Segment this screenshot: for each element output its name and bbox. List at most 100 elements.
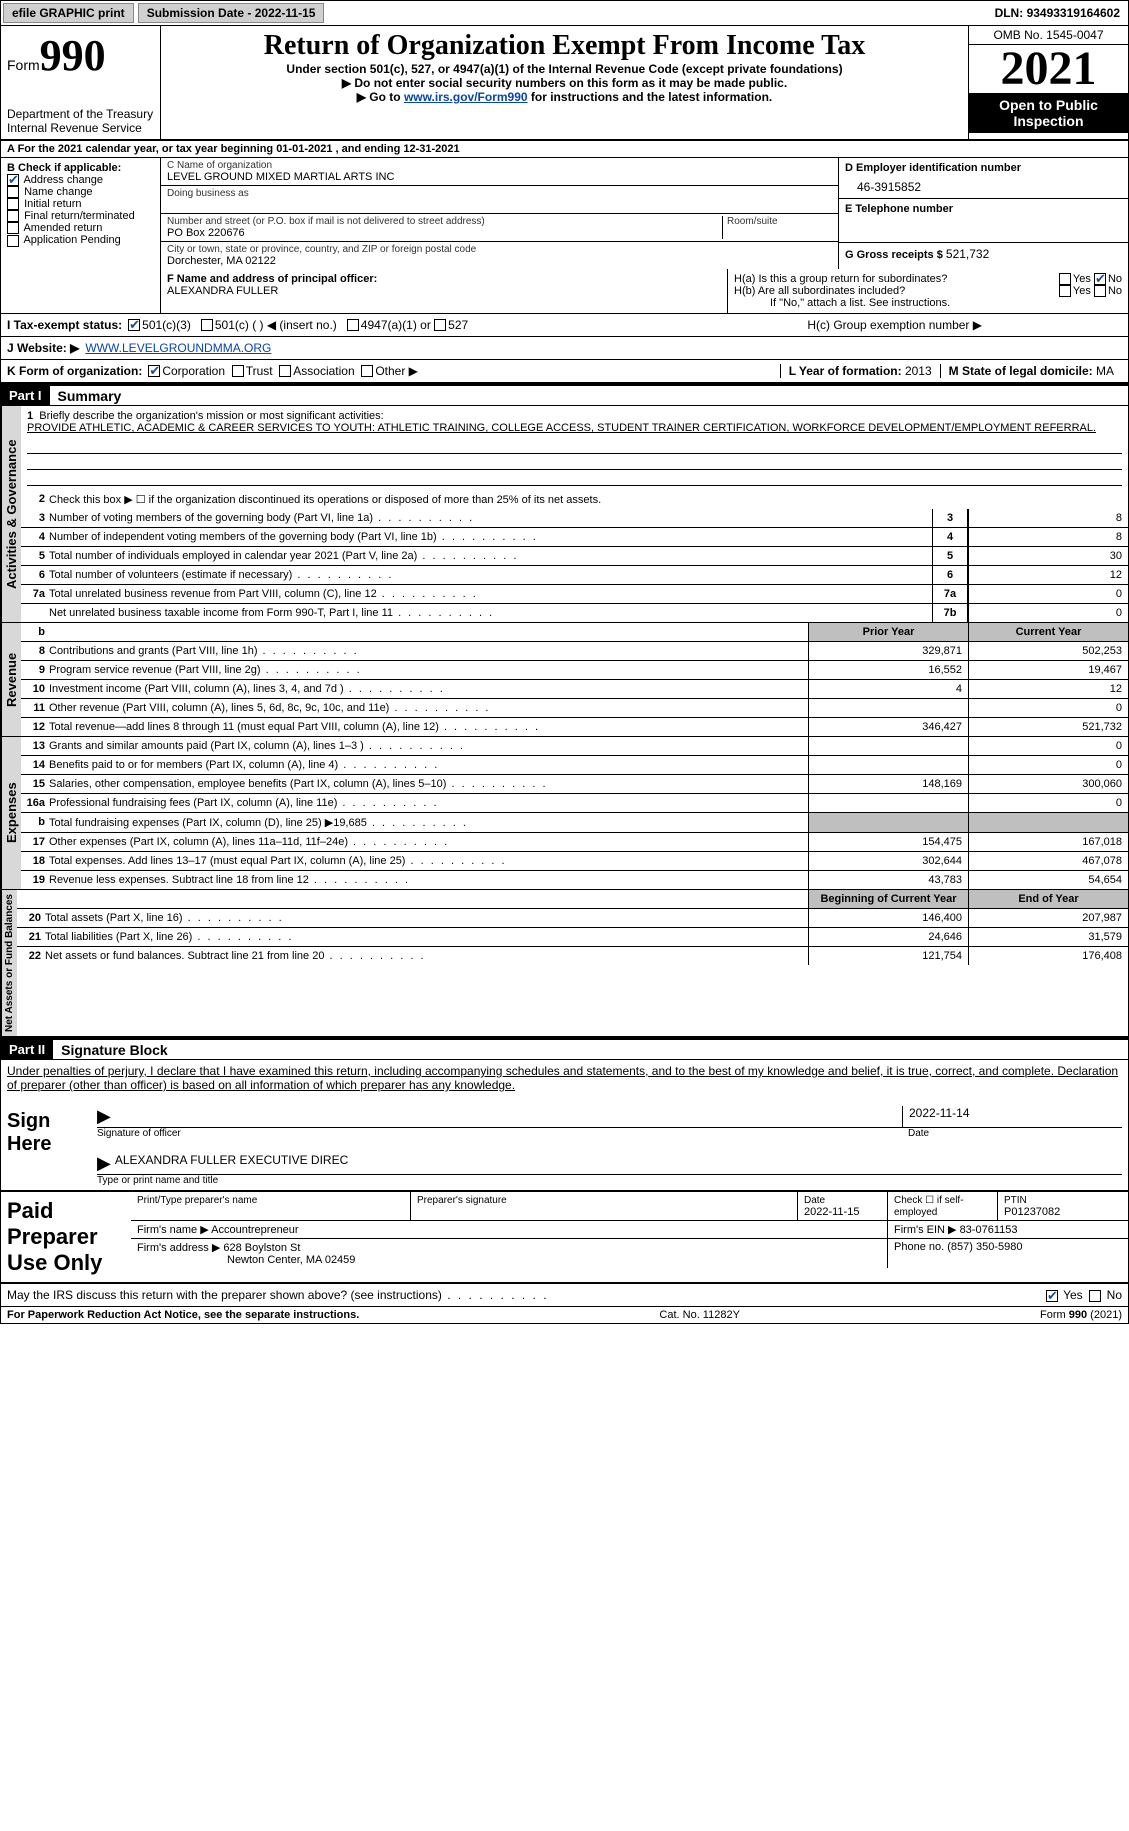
b-label-1: Name change [24, 186, 93, 198]
cat-no: Cat. No. 11282Y [659, 1309, 740, 1321]
line-21-text: Total liabilities (Part X, line 26) [45, 931, 192, 943]
line-15-prior: 148,169 [808, 775, 968, 793]
opt-corp: Corporation [162, 364, 225, 378]
perjury-declaration: Under penalties of perjury, I declare th… [7, 1064, 1122, 1092]
ptin-label: PTIN [1004, 1195, 1027, 1206]
line-5-text: Total number of individuals employed in … [49, 550, 417, 562]
ha-yes-checkbox[interactable] [1059, 273, 1071, 285]
b-checkbox-2[interactable] [7, 198, 19, 210]
b-checkbox-0[interactable] [7, 174, 19, 186]
part-2-bar: Part II [1, 1040, 53, 1059]
gross-receipts-value: 521,732 [946, 247, 989, 261]
line-13-current: 0 [968, 737, 1128, 755]
b-label-4: Amended return [23, 222, 102, 234]
prep-date-value: 2022-11-15 [804, 1206, 859, 1218]
ptin-value: P01237082 [1004, 1206, 1060, 1218]
discuss-no-checkbox[interactable] [1089, 1290, 1101, 1302]
year-formation-label: L Year of formation: [789, 364, 905, 378]
line-7b-text: Net unrelated business taxable income fr… [49, 607, 393, 619]
b-checkbox-4[interactable] [7, 222, 19, 234]
line-9-prior: 16,552 [808, 661, 968, 679]
form-subtitle-2: ▶ Do not enter social security numbers o… [167, 76, 962, 90]
hdr-end-year: End of Year [968, 890, 1128, 908]
website-link[interactable]: WWW.LEVELGROUNDMMA.ORG [85, 341, 271, 355]
b-checkbox-3[interactable] [7, 210, 19, 222]
527-checkbox[interactable] [434, 319, 446, 331]
state-domicile-value: MA [1096, 364, 1114, 378]
line-13-prior [808, 737, 968, 755]
line-16a-prior [808, 794, 968, 812]
firm-addr-label: Firm's address ▶ [137, 1242, 220, 1254]
line-6-box: 6 [932, 566, 968, 584]
irs-link[interactable]: www.irs.gov/Form990 [404, 90, 528, 104]
b-checkbox-1[interactable] [7, 186, 19, 198]
sig-arrow-2-icon: ▶ [97, 1153, 111, 1174]
yes-label-2: Yes [1073, 285, 1091, 297]
firm-ein-value: 83-0761153 [960, 1224, 1018, 1236]
line-18-current: 467,078 [968, 852, 1128, 870]
line-20-text: Total assets (Part X, line 16) [45, 912, 183, 924]
line-21-prior: 24,646 [808, 928, 968, 946]
tab-activities-governance: Activities & Governance [1, 406, 21, 622]
discuss-yes-label: Yes [1063, 1288, 1083, 1302]
other-checkbox[interactable] [361, 365, 373, 377]
b-checkbox-5[interactable] [7, 235, 19, 247]
hdr-begin-year: Beginning of Current Year [808, 890, 968, 908]
discuss-question: May the IRS discuss this return with the… [7, 1288, 549, 1302]
trust-checkbox[interactable] [232, 365, 244, 377]
opt-other: Other ▶ [375, 364, 418, 378]
line2-text: Check this box ▶ ☐ if the organization d… [49, 490, 1128, 509]
form-of-org-label: K Form of organization: [7, 364, 142, 378]
efile-print-button[interactable]: efile GRAPHIC print [3, 3, 134, 23]
tab-expenses: Expenses [1, 737, 21, 889]
firm-addr-value: 628 Boylston St [223, 1242, 300, 1254]
line-6-value: 12 [968, 566, 1128, 584]
b-label-3: Final return/terminated [24, 210, 135, 222]
submission-date-value: 2022-11-15 [255, 6, 316, 20]
line-17-current: 167,018 [968, 833, 1128, 851]
tax-year: 2021 [969, 45, 1128, 93]
sig-date-label: Date [902, 1128, 1122, 1139]
line-19-current: 54,654 [968, 871, 1128, 889]
line-12-text: Total revenue—add lines 8 through 11 (mu… [49, 721, 439, 733]
prep-sig-label: Preparer's signature [417, 1195, 507, 1206]
line-7a-text: Total unrelated business revenue from Pa… [49, 588, 377, 600]
opt-assoc: Association [293, 364, 354, 378]
city-value: Dorchester, MA 02122 [167, 255, 832, 267]
submission-date-button[interactable]: Submission Date - 2022-11-15 [138, 3, 325, 23]
line-18-prior: 302,644 [808, 852, 968, 870]
501c3-checkbox[interactable] [128, 319, 140, 331]
501c-checkbox[interactable] [201, 319, 213, 331]
discuss-no-label: No [1107, 1288, 1122, 1302]
line-7a-value: 0 [968, 585, 1128, 603]
assoc-checkbox[interactable] [279, 365, 291, 377]
line-14-prior [808, 756, 968, 774]
hc-label: H(c) Group exemption number ▶ [807, 318, 982, 332]
hb-yes-checkbox[interactable] [1059, 285, 1071, 297]
ein-value: 46-3915852 [845, 174, 1122, 194]
opt-527: 527 [448, 318, 468, 332]
part-2-title: Signature Block [53, 1042, 168, 1058]
ha-no-checkbox[interactable] [1094, 273, 1106, 285]
sig-arrow-1-icon: ▶ [97, 1106, 111, 1127]
discuss-yes-checkbox[interactable] [1046, 1290, 1058, 1302]
line-11-text: Other revenue (Part VIII, column (A), li… [49, 702, 389, 714]
4947-checkbox[interactable] [347, 319, 359, 331]
line-3-text: Number of voting members of the governin… [49, 512, 373, 524]
line-7a-box: 7a [932, 585, 968, 603]
firm-addr-value-2: Newton Center, MA 02459 [137, 1254, 355, 1266]
paid-preparer-label: Paid Preparer Use Only [1, 1192, 131, 1282]
line-12-prior: 346,427 [808, 718, 968, 736]
no-label: No [1108, 273, 1122, 285]
line-18-text: Total expenses. Add lines 13–17 (must eq… [49, 855, 405, 867]
line-4-value: 8 [968, 528, 1128, 546]
line-15-current: 300,060 [968, 775, 1128, 793]
tab-net-assets: Net Assets or Fund Balances [1, 890, 17, 1036]
hb-no-checkbox[interactable] [1094, 285, 1106, 297]
corp-checkbox[interactable] [148, 365, 160, 377]
part-1-title: Summary [50, 388, 122, 404]
line-22-prior: 121,754 [808, 947, 968, 965]
dba-label: Doing business as [167, 188, 832, 199]
line-4-text: Number of independent voting members of … [49, 531, 437, 543]
officer-label: F Name and address of principal officer: [167, 273, 721, 285]
